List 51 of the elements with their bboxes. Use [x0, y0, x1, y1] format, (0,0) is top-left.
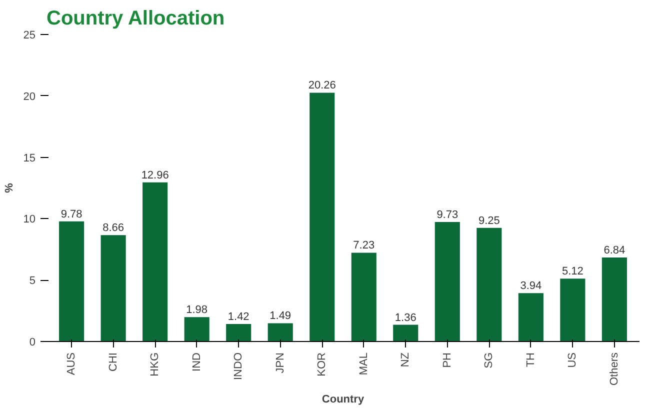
- data-label: 1.49: [270, 310, 292, 322]
- x-tick-label: HKG: [149, 352, 162, 376]
- x-tick-label: IND: [190, 352, 203, 372]
- bar: [226, 324, 252, 342]
- y-axis-title: %: [3, 182, 16, 193]
- data-label: 6.84: [604, 244, 626, 257]
- x-tick-label: TH: [524, 352, 537, 368]
- x-tick-label: NZ: [400, 352, 412, 368]
- bar: [310, 92, 335, 342]
- y-tick-label: 15: [23, 152, 36, 164]
- y-tick-label: 25: [23, 30, 36, 42]
- y-tick-label: 20: [23, 90, 36, 103]
- y-tick-label: 10: [23, 214, 36, 226]
- x-tick-label: US: [566, 352, 579, 368]
- bar: [59, 221, 84, 342]
- data-label: 12.96: [141, 169, 169, 182]
- bar: [268, 323, 293, 342]
- x-tick-label: Others: [608, 352, 620, 386]
- y-tick-label: 0: [29, 336, 36, 348]
- bar: [393, 324, 418, 342]
- y-tick-label: 5: [29, 275, 36, 288]
- data-label: 1.36: [394, 312, 416, 324]
- x-tick-label: JPN: [274, 352, 286, 374]
- data-label: 8.66: [102, 222, 124, 234]
- bar: [518, 293, 544, 342]
- x-tick-label: KOR: [316, 352, 328, 376]
- bar: [434, 222, 460, 342]
- x-axis-title: Country: [322, 394, 365, 406]
- chart-title: Country Allocation: [46, 8, 225, 30]
- bar: [351, 252, 376, 342]
- bar: [184, 317, 210, 342]
- data-label: 1.42: [228, 311, 250, 324]
- bar: [560, 278, 586, 342]
- data-label: 1.98: [186, 304, 208, 316]
- x-tick-label: INDO: [232, 352, 245, 380]
- bar: [142, 182, 168, 342]
- x-tick-label: AUS: [66, 352, 78, 376]
- bar: [476, 228, 502, 342]
- x-tick-label: SG: [483, 352, 496, 368]
- data-label: 3.94: [520, 280, 542, 292]
- data-label: 9.25: [478, 214, 500, 227]
- x-tick-label: PH: [441, 352, 454, 368]
- bar: [602, 258, 627, 342]
- data-label: 9.78: [60, 208, 82, 220]
- x-tick-label: MAL: [358, 352, 370, 376]
- data-label: 20.26: [308, 80, 336, 92]
- bar: [100, 235, 126, 342]
- x-tick-label: CHI: [107, 352, 120, 372]
- data-label: 9.73: [436, 209, 458, 222]
- data-label: 7.23: [353, 240, 375, 252]
- data-label: 5.12: [562, 266, 584, 278]
